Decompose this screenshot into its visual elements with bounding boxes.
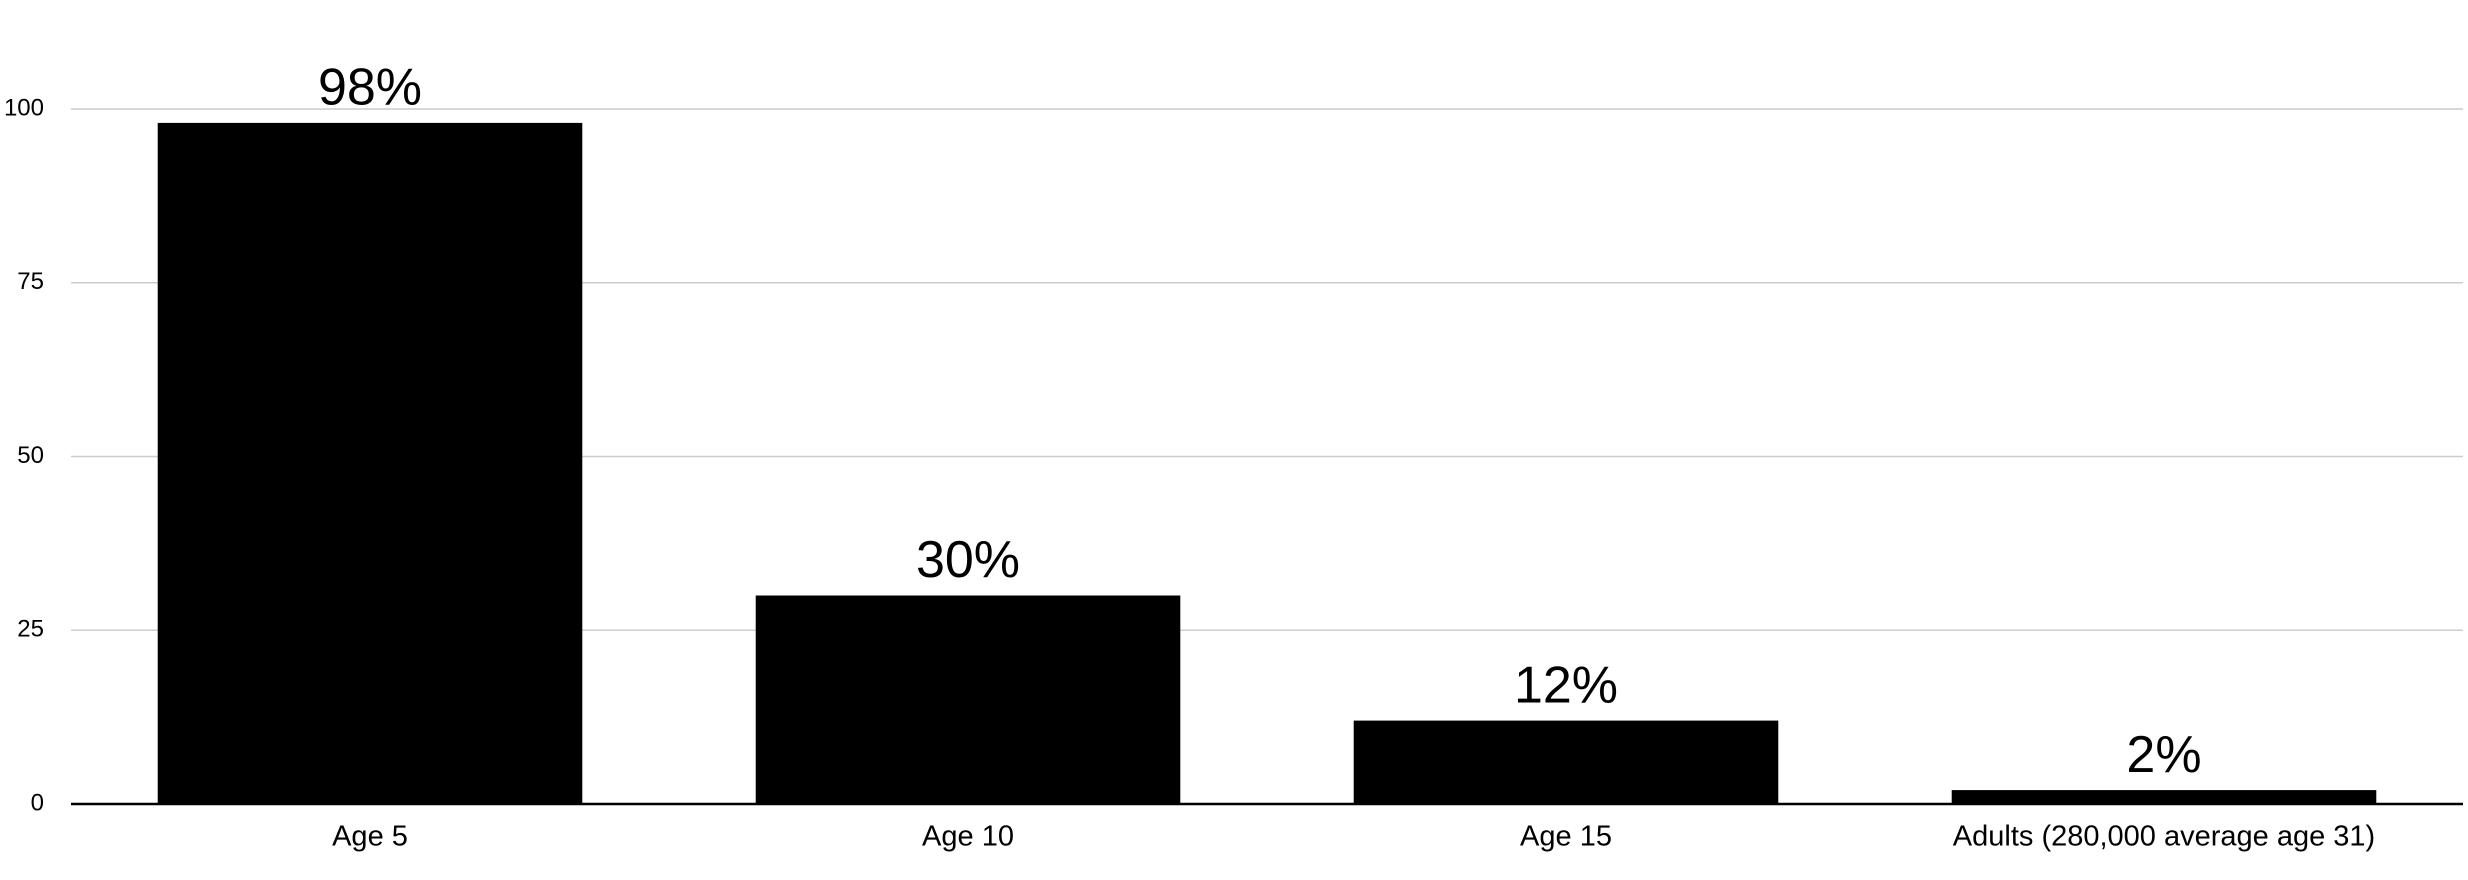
y-tick-label: 50 <box>17 442 44 469</box>
y-tick-label: 25 <box>17 616 44 643</box>
x-tick-label: Age 5 <box>332 821 408 853</box>
y-tick-label: 75 <box>17 268 44 295</box>
y-tick-label: 0 <box>31 789 44 816</box>
x-tick-label: Adults (280,000 average age 31) <box>1953 821 2375 853</box>
bar <box>157 122 583 804</box>
bar <box>1353 720 1779 804</box>
y-tick-label: 100 <box>4 94 44 121</box>
value-label: 12% <box>1514 656 1618 714</box>
x-tick-label: Age 15 <box>1520 821 1612 853</box>
value-label: 30% <box>916 531 1020 589</box>
value-label: 2% <box>2126 726 2201 784</box>
bar <box>755 595 1181 804</box>
x-tick-label: Age 10 <box>922 821 1014 853</box>
value-label: 98% <box>318 59 422 117</box>
bar <box>1951 790 2377 804</box>
